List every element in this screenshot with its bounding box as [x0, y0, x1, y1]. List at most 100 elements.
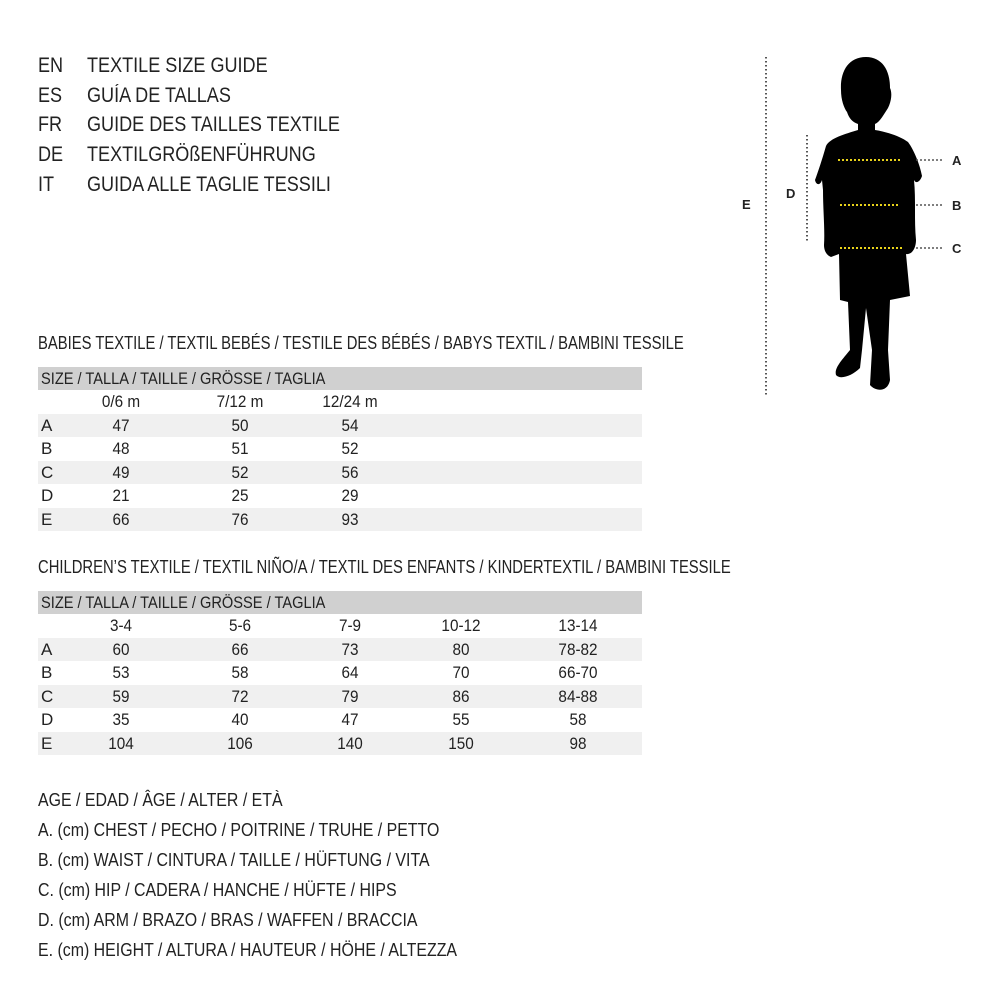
title-de: DE TEXTILGRÖßENFÜHRUNG — [38, 142, 558, 168]
table-cell: 58 — [569, 710, 587, 729]
table-row: D 21 25 29 — [38, 484, 642, 508]
table-cell: 104 — [108, 733, 134, 753]
lang-code: DE — [38, 143, 64, 166]
row-label: C — [41, 462, 54, 482]
row-label: D — [41, 486, 54, 505]
table-cell: 76 — [231, 509, 249, 529]
column-header: 7-9 — [338, 616, 362, 635]
legend-item: AGE / EDAD / ÂGE / ALTER / ETÀ — [38, 789, 738, 811]
table-row: E 66 76 93 — [38, 507, 642, 531]
table-row: A 60 66 73 80 78-82 — [38, 637, 642, 661]
table-cell: 78-82 — [558, 639, 598, 659]
legend-item: E. (cm) HEIGHT / ALTURA / HAUTEUR / HÖHE… — [38, 939, 738, 961]
title-es: ES GUÍA DE TALLAS — [38, 83, 558, 109]
babies-size-table: SIZE / TALLA / TAILLE / GRÖSSE / TAGLIA … — [38, 367, 642, 531]
table-cell: 51 — [231, 439, 249, 458]
size-header-text: SIZE / TALLA / TAILLE / GRÖSSE / TAGLIA — [41, 593, 326, 612]
table-cell: 47 — [341, 710, 359, 729]
table-cell: 98 — [569, 733, 587, 753]
label-d: D — [786, 186, 795, 201]
table-cell: 56 — [341, 462, 359, 482]
title-en: EN TEXTILE SIZE GUIDE — [38, 53, 558, 79]
table-cell: 150 — [448, 733, 474, 753]
legend-text: AGE / EDAD / ÂGE / ALTER / ETÀ — [38, 789, 283, 810]
lang-code: FR — [38, 113, 63, 136]
legend-item: B. (cm) WAIST / CINTURA / TAILLE / HÜFTU… — [38, 849, 738, 871]
table-row: B 48 51 52 — [38, 437, 642, 461]
table-cell: 21 — [112, 486, 130, 505]
table-cell: 66 — [231, 639, 249, 659]
table-cell: 73 — [341, 639, 359, 659]
lang-code: IT — [38, 173, 55, 196]
row-label: A — [41, 415, 53, 435]
lang-code: EN — [38, 54, 64, 77]
table-cell: 49 — [112, 462, 130, 482]
table-cell: 47 — [112, 415, 130, 435]
table-cell: 25 — [231, 486, 249, 505]
row-label: D — [41, 710, 54, 729]
label-e: E — [742, 197, 751, 212]
table-cell: 64 — [341, 663, 359, 682]
table-row: B 53 58 64 70 66-70 — [38, 661, 642, 685]
column-header: 10-12 — [441, 616, 481, 635]
title-text: TEXTILE SIZE GUIDE — [87, 54, 268, 77]
babies-heading-text: BABIES TEXTILE / TEXTIL BEBÉS / TESTILE … — [38, 332, 684, 353]
table-cell: 93 — [341, 509, 359, 529]
legend-item: D. (cm) ARM / BRAZO / BRAS / WAFFEN / BR… — [38, 909, 738, 931]
children-heading-text: CHILDREN’S TEXTILE / TEXTIL NIÑO/A / TEX… — [38, 556, 731, 577]
table-cell: 48 — [112, 439, 130, 458]
table-cell: 54 — [341, 415, 359, 435]
table-cell: 60 — [112, 639, 130, 659]
row-label: B — [41, 439, 53, 458]
legend-item: A. (cm) CHEST / PECHO / POITRINE / TRUHE… — [38, 819, 738, 841]
child-silhouette-icon — [815, 57, 922, 390]
size-header-text: SIZE / TALLA / TAILLE / GRÖSSE / TAGLIA — [41, 369, 326, 388]
title-it: IT GUIDA ALLE TAGLIE TESSILI — [38, 172, 558, 198]
legend-text: D. (cm) ARM / BRAZO / BRAS / WAFFEN / BR… — [38, 909, 418, 930]
row-label: E — [41, 509, 53, 529]
table-cell: 84-88 — [558, 686, 598, 706]
table-row: C 49 52 56 — [38, 460, 642, 484]
row-label: C — [41, 686, 54, 706]
column-headers: 0/6 m 7/12 m 12/24 m — [38, 390, 642, 414]
column-headers: 3-4 5-6 7-9 10-12 13-14 — [38, 614, 642, 638]
title-fr: FR GUIDE DES TAILLES TEXTILE — [38, 112, 558, 138]
row-label: E — [41, 733, 53, 753]
table-cell: 70 — [452, 663, 470, 682]
legend-text: B. (cm) WAIST / CINTURA / TAILLE / HÜFTU… — [38, 849, 430, 870]
table-cell: 35 — [112, 710, 130, 729]
table-cell: 66 — [112, 509, 130, 529]
column-header: 5-6 — [228, 616, 252, 635]
row-label: B — [41, 663, 53, 682]
legend-text: C. (cm) HIP / CADERA / HANCHE / HÜFTE / … — [38, 879, 397, 900]
row-label: A — [41, 639, 53, 659]
babies-heading: BABIES TEXTILE / TEXTIL BEBÉS / TESTILE … — [38, 332, 938, 354]
table-cell: 50 — [231, 415, 249, 435]
size-header: SIZE / TALLA / TAILLE / GRÖSSE / TAGLIA — [38, 591, 642, 614]
table-cell: 52 — [341, 439, 359, 458]
child-silhouette-figure: A B C D E — [742, 57, 962, 395]
legend-text: E. (cm) HEIGHT / ALTURA / HAUTEUR / HÖHE… — [38, 939, 458, 960]
column-header: 13-14 — [558, 616, 598, 635]
title-text: GUIDA ALLE TAGLIE TESSILI — [87, 173, 331, 196]
label-b: B — [952, 198, 961, 213]
table-cell: 79 — [341, 686, 359, 706]
table-cell: 140 — [337, 733, 363, 753]
column-header: 12/24 m — [322, 392, 378, 411]
table-row: D 35 40 47 55 58 — [38, 708, 642, 732]
table-cell: 106 — [227, 733, 253, 753]
table-row: C 59 72 79 86 84-88 — [38, 684, 642, 708]
lang-code: ES — [38, 84, 63, 107]
table-row: A 47 50 54 — [38, 413, 642, 437]
table-cell: 29 — [341, 486, 359, 505]
children-size-table: SIZE / TALLA / TAILLE / GRÖSSE / TAGLIA … — [38, 591, 642, 755]
table-cell: 55 — [452, 710, 470, 729]
table-cell: 72 — [231, 686, 249, 706]
title-text: GUÍA DE TALLAS — [87, 84, 231, 107]
label-a: A — [952, 153, 962, 168]
table-cell: 40 — [231, 710, 249, 729]
column-header: 0/6 m — [101, 392, 141, 411]
legend-text: A. (cm) CHEST / PECHO / POITRINE / TRUHE… — [38, 819, 440, 840]
table-row: E 104 106 140 150 98 — [38, 731, 642, 755]
table-cell: 52 — [231, 462, 249, 482]
